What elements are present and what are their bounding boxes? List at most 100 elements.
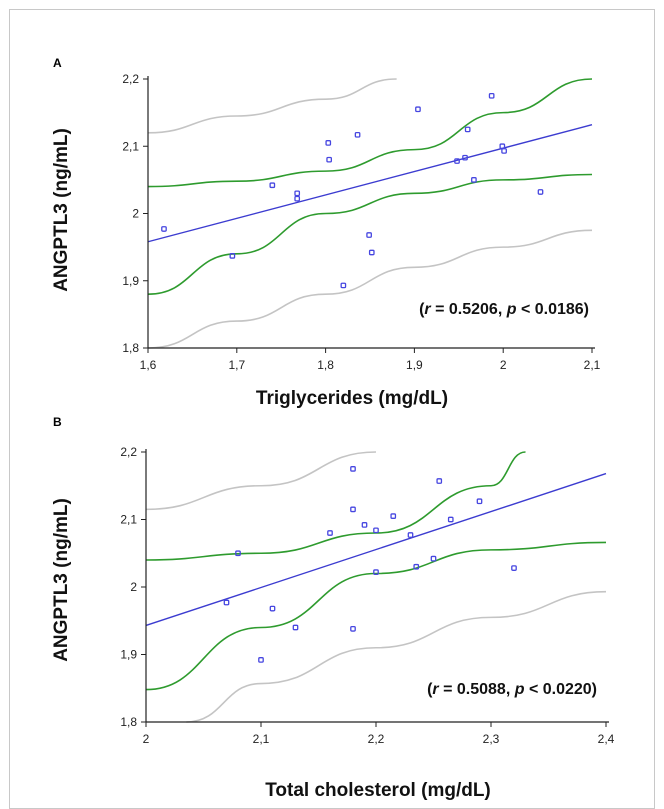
confidence-band-lower-a: [147, 173, 593, 295]
data-point-b: [407, 532, 414, 538]
data-point-b: [258, 657, 264, 663]
confidence-band-upper-a: [147, 78, 593, 188]
panel-b-curves: [145, 451, 607, 723]
y-axis-title-a: ANGPTL3 (ng/mL): [51, 128, 72, 292]
annot-p-value-a: < 0.0186): [517, 301, 590, 318]
y-tick-label-b: 2,1: [120, 513, 137, 527]
annot-open-b: (: [427, 681, 433, 698]
data-point-a: [462, 154, 468, 161]
x-tick-label-a: 1,6: [140, 358, 157, 372]
data-point-a: [454, 158, 460, 164]
annot-p-label-a: p: [506, 301, 517, 318]
data-point-b: [350, 506, 356, 513]
data-point-b: [436, 478, 443, 484]
correlation-annotation-b: (r = 0.5088, p < 0.0220): [427, 681, 597, 698]
panel-a-points: [161, 92, 544, 289]
data-point-b: [447, 516, 454, 523]
data-point-b: [511, 565, 517, 571]
prediction-band-upper-b: [145, 451, 377, 511]
data-point-a: [229, 253, 236, 259]
data-point-b: [430, 555, 437, 562]
data-point-a: [488, 92, 495, 99]
panel-b-ticks: 2 2,1 2,2 2,3 2,4 1,8 1,9 2 2,1 2,2: [120, 445, 614, 746]
y-tick-label-a: 2,1: [122, 139, 139, 153]
data-point-a: [471, 177, 477, 183]
panel-a-axes: [147, 76, 595, 349]
y-tick-label-b: 2: [130, 580, 137, 594]
data-point-b: [350, 466, 356, 472]
data-point-a: [294, 195, 301, 202]
data-point-b: [327, 530, 333, 536]
data-point-b: [350, 626, 356, 632]
x-axis-title-a: Triglycerides (mg/dL): [256, 388, 448, 409]
correlation-annotation-a: (r = 0.5206, p < 0.0186): [419, 301, 589, 318]
data-point-b: [269, 605, 276, 612]
data-point-a: [354, 131, 361, 138]
x-tick-label-b: 2,1: [253, 732, 270, 746]
y-tick-label-a: 1,8: [122, 341, 139, 355]
data-point-b: [390, 513, 397, 519]
figure-frame: [9, 9, 655, 809]
annot-p-label-b: p: [514, 681, 525, 698]
annot-r-label-a: r: [424, 301, 431, 318]
data-point-a: [415, 106, 421, 113]
data-point-b: [361, 522, 368, 528]
data-point-a: [464, 126, 471, 133]
confidence-band-upper-b: [145, 451, 526, 561]
annot-r-value-b: = 0.5088,: [439, 681, 515, 698]
annot-open-a: (: [419, 301, 425, 318]
data-point-b: [373, 527, 379, 534]
annot-r-label-b: r: [432, 681, 439, 698]
data-point-a: [325, 140, 332, 146]
panel-b-axes: [145, 449, 609, 723]
panel-b-points: [223, 466, 517, 663]
x-tick-label-a: 1,8: [317, 358, 334, 372]
data-point-b: [292, 624, 299, 631]
data-point-b: [235, 550, 241, 557]
annot-r-value-a: = 0.5206,: [431, 301, 507, 318]
panel-letter-b: B: [53, 415, 62, 429]
x-tick-label-a: 2: [500, 358, 507, 372]
data-point-a: [326, 156, 333, 163]
annot-p-value-b: < 0.0220): [525, 681, 598, 698]
x-tick-label-b: 2,4: [598, 732, 615, 746]
data-point-a: [368, 249, 375, 256]
regression-line-a: [147, 124, 593, 243]
regression-line-b: [145, 472, 607, 627]
x-axis-title-b: Total cholesterol (mg/dL): [265, 780, 491, 801]
x-tick-label-b: 2: [143, 732, 150, 746]
data-point-a: [269, 182, 276, 189]
x-tick-label-b: 2,2: [368, 732, 385, 746]
y-tick-label-b: 2,2: [120, 445, 137, 459]
data-point-b: [223, 599, 230, 606]
x-tick-label-a: 1,7: [228, 358, 245, 372]
y-axis-title-b: ANGPTL3 (ng/mL): [51, 498, 72, 662]
y-tick-label-b: 1,8: [120, 715, 137, 729]
data-point-a: [537, 189, 544, 195]
data-point-a: [340, 282, 347, 289]
x-tick-label-a: 2,1: [584, 358, 601, 372]
data-point-a: [501, 148, 507, 154]
prediction-band-lower-b: [186, 590, 607, 723]
prediction-band-upper-a: [147, 78, 397, 134]
panel-a-curves: [147, 78, 593, 349]
x-tick-label-b: 2,3: [483, 732, 500, 746]
data-point-b: [476, 498, 483, 505]
x-tick-label-a: 1,9: [406, 358, 423, 372]
panel-a: A 1,6 1,7 1,8 1,9 2 2,1 1,8 1,9 2 2,1 2,2 Triglyce…: [51, 56, 601, 409]
y-tick-label-a: 1,9: [122, 274, 139, 288]
prediction-band-lower-a: [147, 229, 593, 349]
data-point-b: [373, 569, 379, 576]
data-point-b: [413, 563, 420, 570]
panel-a-ticks: 1,6 1,7 1,8 1,9 2 2,1 1,8 1,9 2 2,1 2,2: [122, 72, 600, 372]
confidence-band-lower-b: [145, 541, 607, 691]
y-tick-label-a: 2: [132, 207, 139, 221]
data-point-a: [294, 190, 301, 197]
panel-b: B 2 2,1 2,2 2,3 2,4 1,8 1,9 2 2,1 2,2 Total chole…: [51, 415, 615, 801]
panel-letter-a: A: [53, 56, 62, 70]
data-point-a: [161, 226, 167, 232]
data-point-a: [366, 232, 372, 238]
y-tick-label-b: 1,9: [120, 648, 137, 662]
y-tick-label-a: 2,2: [122, 72, 139, 86]
